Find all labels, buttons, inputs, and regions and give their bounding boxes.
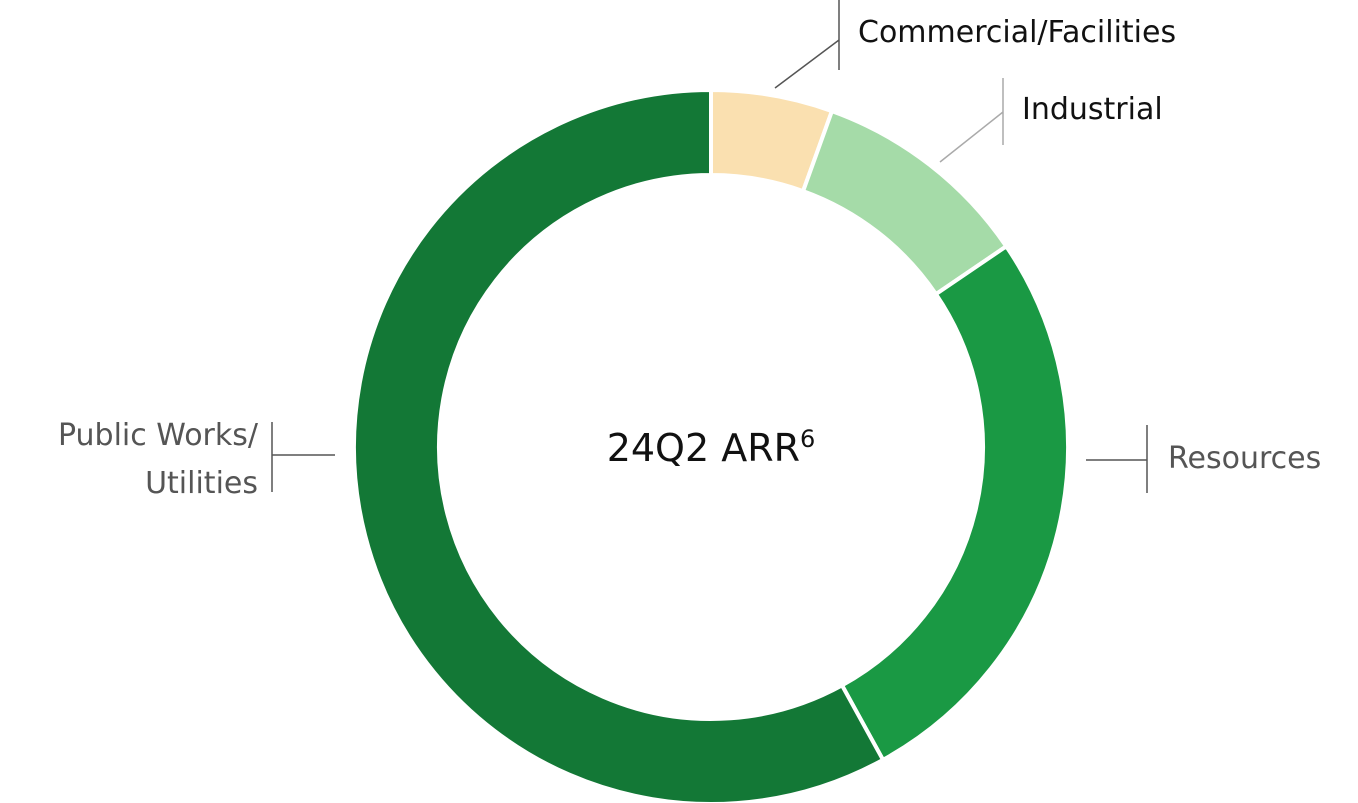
leader-line [774,0,840,89]
donut-segment [839,243,1070,763]
leader-lines [271,0,1148,493]
leader-line [271,422,335,492]
donut-segment [352,87,886,803]
segment-label: Industrial [1022,92,1163,127]
center-title: 24Q2 ARR6 [0,425,1358,470]
segment-label: Resources [1168,441,1322,476]
leader-line [1086,425,1148,493]
title-text: 24Q2 ARR [606,426,801,470]
segment-label: Commercial/Facilities [858,15,1177,50]
segment-label: Public Works/ Utilities [57,418,258,501]
leader-line [939,78,1004,163]
title-footnote: 6 [800,425,816,453]
